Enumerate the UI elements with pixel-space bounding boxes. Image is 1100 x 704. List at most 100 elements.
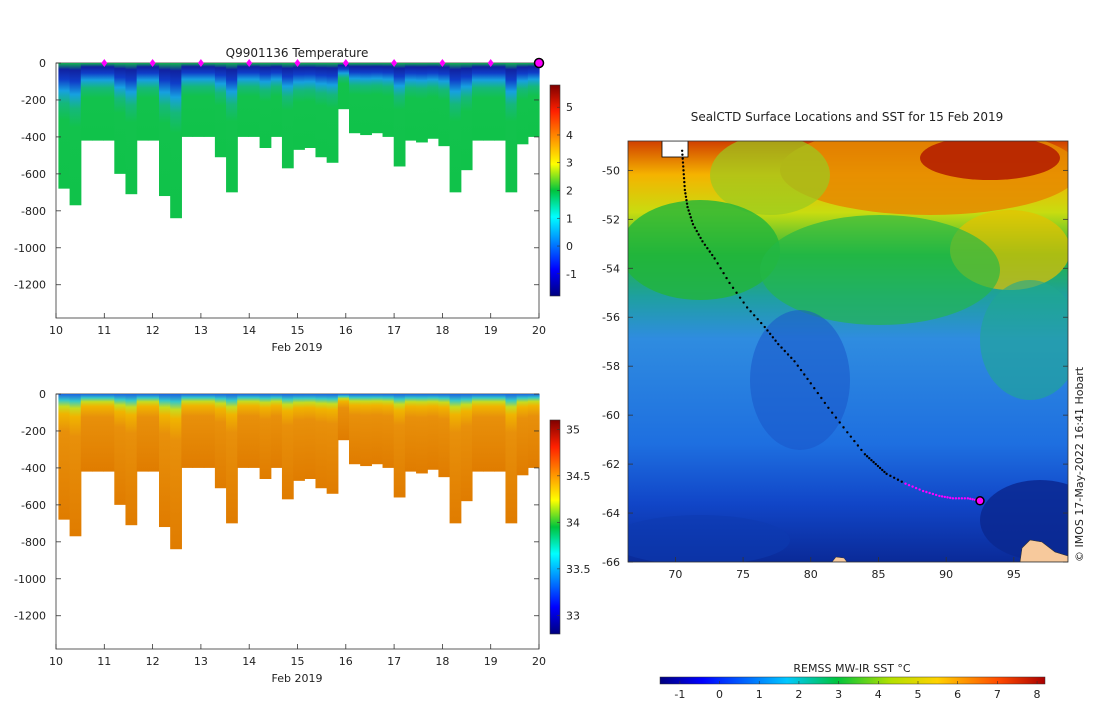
track-point xyxy=(896,478,900,481)
profile-column xyxy=(270,394,283,468)
land-antarctica xyxy=(1019,539,1068,562)
map-credit: © IMOS 17-May-2022 16:41 Hobart xyxy=(1073,366,1086,562)
x-tick-label: 12 xyxy=(146,324,160,337)
track-point xyxy=(883,470,886,474)
profile-column xyxy=(349,394,361,465)
track-point xyxy=(921,489,925,493)
profile-column xyxy=(416,63,428,143)
track-point xyxy=(688,212,691,216)
track-point xyxy=(931,492,935,496)
x-tick-label: 15 xyxy=(291,655,305,668)
x-tick-label: 19 xyxy=(484,324,498,337)
y-tick-label: -1000 xyxy=(14,573,46,586)
salinity-colorbar xyxy=(549,419,561,635)
salinity-x-axis-label: Feb 2019 xyxy=(272,672,323,685)
profile-column xyxy=(505,394,518,524)
surface-marker xyxy=(294,59,301,67)
track-point xyxy=(863,453,867,456)
track-point xyxy=(849,435,853,438)
x-tick-label: 16 xyxy=(339,324,353,337)
colorbar-tick-label: 35 xyxy=(566,423,580,436)
colorbar-tick-label: 33.5 xyxy=(566,563,591,576)
track-point xyxy=(960,497,964,500)
profile-column xyxy=(427,63,440,139)
track-point xyxy=(756,317,759,321)
x-tick-label: 17 xyxy=(387,655,401,668)
profile-column xyxy=(404,394,417,472)
profile-column xyxy=(337,394,350,441)
profile-column xyxy=(393,394,406,498)
track-point xyxy=(928,491,931,495)
profile-column xyxy=(103,63,115,141)
temperature-x-axis-label: Feb 2019 xyxy=(272,341,323,354)
profile-column xyxy=(527,394,540,468)
profile-column xyxy=(315,394,328,489)
profile-column xyxy=(527,63,540,137)
x-tick-label: 18 xyxy=(435,655,449,668)
track-point xyxy=(799,368,803,372)
profile-column xyxy=(136,394,149,472)
profile-column xyxy=(460,394,473,502)
track-point xyxy=(878,466,882,470)
track-point xyxy=(703,243,707,246)
track-point xyxy=(796,364,799,367)
track-point xyxy=(870,458,873,462)
x-tick-label: 10 xyxy=(49,655,63,668)
sst-colorbar-tick-label: 3 xyxy=(835,688,842,701)
track-point xyxy=(971,498,974,501)
track-point xyxy=(682,169,685,172)
profile-column xyxy=(80,394,93,472)
track-point xyxy=(682,165,685,168)
x-tick-label: 15 xyxy=(291,324,305,337)
colorbar-tick-label: 2 xyxy=(566,185,573,198)
profile-column xyxy=(483,63,495,141)
profile-column xyxy=(304,394,317,479)
profile-column xyxy=(136,63,149,141)
track-point xyxy=(760,321,763,325)
profile-column xyxy=(393,63,406,167)
track-point xyxy=(938,494,941,498)
profile-column xyxy=(248,63,261,137)
track-point xyxy=(865,455,869,458)
track-point xyxy=(872,460,875,464)
track-point xyxy=(885,472,888,476)
track-point xyxy=(681,157,684,160)
profile-column xyxy=(449,63,462,193)
sst-colorbar-label: REMSS MW-IR SST °C xyxy=(793,662,911,675)
track-point xyxy=(786,353,790,356)
track-point xyxy=(693,226,697,229)
surface-marker xyxy=(246,59,253,67)
surface-marker xyxy=(391,59,398,67)
profile-column xyxy=(471,394,484,472)
track-point xyxy=(900,480,903,483)
profile-column xyxy=(170,63,182,219)
profile-column xyxy=(214,63,227,158)
y-tick-label: -1200 xyxy=(14,279,46,292)
track-point xyxy=(728,281,731,285)
y-tick-label: -800 xyxy=(21,536,46,549)
x-tick-label: 13 xyxy=(194,655,208,668)
track-point xyxy=(856,444,860,447)
map-frame xyxy=(627,140,1069,563)
x-tick-label: 10 xyxy=(49,324,63,337)
track-point xyxy=(716,262,719,265)
track-point xyxy=(685,199,688,202)
track-point xyxy=(806,377,809,381)
sst-colorbar-tick-label: -1 xyxy=(674,688,685,701)
track-point xyxy=(827,406,830,409)
track-point xyxy=(745,306,749,309)
profile-column xyxy=(293,394,305,481)
track-point xyxy=(763,325,766,329)
map-y-tick-label: -58 xyxy=(602,360,620,373)
profile-column xyxy=(483,394,495,472)
profile-column xyxy=(416,394,428,474)
profile-column xyxy=(226,394,238,524)
surface-marker xyxy=(149,59,156,67)
track-point xyxy=(868,457,871,460)
profile-column xyxy=(192,63,205,137)
colorbar-tick-label: 1 xyxy=(566,212,573,225)
track-point xyxy=(708,250,711,253)
sst-warm-regions xyxy=(628,141,1068,400)
y-tick-label: -400 xyxy=(21,462,46,475)
